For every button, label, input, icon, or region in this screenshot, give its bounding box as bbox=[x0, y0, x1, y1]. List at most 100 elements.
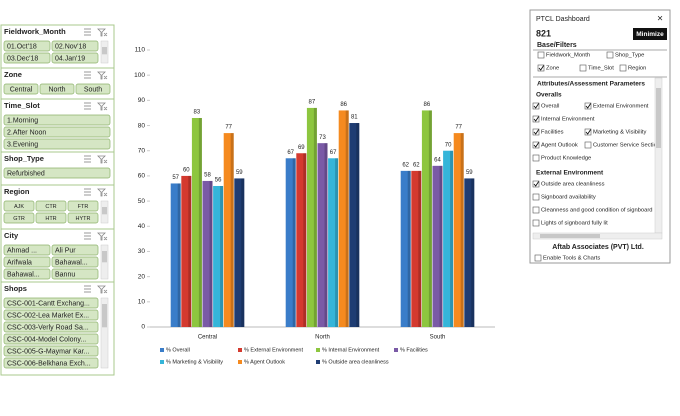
multi-select-icon[interactable] bbox=[84, 28, 91, 36]
checkbox[interactable] bbox=[532, 141, 540, 149]
slicer-item[interactable] bbox=[3, 345, 99, 357]
multi-select-icon[interactable] bbox=[84, 232, 91, 240]
slicer-item-label: CSC-005-G-Maymar Kar... bbox=[7, 348, 90, 355]
checkbox[interactable] bbox=[532, 128, 540, 136]
slicer-item[interactable] bbox=[51, 40, 99, 52]
close-button[interactable]: × bbox=[657, 14, 663, 25]
checkbox-label: Lights of signboard fully lit bbox=[541, 221, 608, 227]
checkbox[interactable] bbox=[532, 115, 540, 123]
slicer-item[interactable] bbox=[3, 40, 51, 52]
checkbox[interactable] bbox=[619, 64, 627, 72]
checkbox[interactable] bbox=[532, 193, 540, 201]
checkbox[interactable] bbox=[537, 51, 545, 59]
checkbox[interactable] bbox=[606, 51, 614, 59]
scroll-thumb[interactable] bbox=[540, 234, 600, 238]
multi-select-icon[interactable] bbox=[84, 102, 91, 110]
bar-shade bbox=[313, 107, 317, 327]
checkbox-label: Fieldwork_Month bbox=[546, 53, 590, 59]
clear-filter-icon[interactable] bbox=[97, 155, 108, 164]
slicer-item[interactable] bbox=[3, 357, 99, 369]
slicer-item[interactable] bbox=[67, 200, 99, 212]
slicer-item[interactable] bbox=[3, 126, 111, 138]
clear-filter-icon[interactable] bbox=[97, 71, 108, 80]
multi-select-icon[interactable] bbox=[84, 285, 91, 293]
value-label: 77 bbox=[225, 125, 232, 131]
slicer-item-label: 3.Evening bbox=[7, 141, 38, 148]
legend-swatch bbox=[238, 360, 242, 364]
slicer-item[interactable] bbox=[51, 268, 99, 280]
clear-filter-icon[interactable] bbox=[97, 102, 108, 111]
slicer-item[interactable] bbox=[3, 167, 111, 179]
x-tick-label: Central bbox=[198, 335, 217, 341]
slicer-item-label: CSC-002-Lea Market Ex... bbox=[7, 312, 89, 319]
checkbox[interactable] bbox=[584, 128, 592, 136]
multi-select-icon[interactable] bbox=[84, 155, 91, 163]
clear-filter-icon[interactable] bbox=[97, 232, 108, 241]
minimize-button[interactable] bbox=[633, 28, 667, 40]
check-mark bbox=[533, 181, 540, 187]
clear-filter-icon[interactable] bbox=[97, 285, 108, 294]
slicer-item-label: 02.Nov'18 bbox=[55, 43, 86, 50]
scroll-thumb[interactable] bbox=[656, 88, 661, 148]
checkbox[interactable] bbox=[532, 206, 540, 214]
scroll-thumb[interactable] bbox=[102, 304, 107, 328]
checkbox[interactable] bbox=[532, 154, 540, 162]
bar bbox=[400, 170, 411, 327]
slicer-item[interactable] bbox=[67, 212, 99, 224]
legend-swatch bbox=[394, 348, 398, 352]
checkbox-label: Time_Slot bbox=[588, 66, 614, 72]
value-label: 69 bbox=[298, 145, 305, 151]
slicer-item[interactable] bbox=[39, 83, 75, 95]
scroll-thumb[interactable] bbox=[102, 207, 107, 215]
value-label: 59 bbox=[466, 170, 473, 176]
slicer-item[interactable] bbox=[3, 212, 35, 224]
check-mark bbox=[533, 103, 540, 109]
slicer-title: Time_Slot bbox=[4, 101, 40, 110]
checkbox[interactable] bbox=[534, 254, 542, 262]
slicer-item[interactable] bbox=[75, 83, 111, 95]
checkbox[interactable] bbox=[532, 102, 540, 110]
slicer-item[interactable] bbox=[3, 256, 51, 268]
y-tick-label: 50 bbox=[138, 198, 146, 205]
slicer-item-label: Refurbished bbox=[7, 170, 45, 177]
bar-shade bbox=[177, 183, 181, 327]
section-title: Attributes/Assessment Parameters bbox=[537, 81, 645, 88]
slicer-item[interactable] bbox=[3, 244, 51, 256]
x-tick-label: South bbox=[430, 335, 446, 341]
scroll-thumb[interactable] bbox=[102, 251, 107, 263]
slicer-item[interactable] bbox=[3, 114, 111, 126]
slicer-item[interactable] bbox=[35, 200, 67, 212]
clear-filter-icon[interactable] bbox=[97, 28, 108, 37]
slicer-item[interactable] bbox=[51, 244, 99, 256]
slicer-item[interactable] bbox=[3, 309, 99, 321]
multi-select-icon[interactable] bbox=[84, 188, 91, 196]
checkbox-label: Customer Service Section bbox=[593, 143, 660, 149]
slicer-item-label: North bbox=[48, 86, 65, 93]
slicer-item[interactable] bbox=[3, 200, 35, 212]
checkbox-label: Facilities bbox=[541, 130, 564, 136]
y-tick-label: 20 bbox=[138, 273, 146, 280]
multi-select-icon[interactable] bbox=[84, 71, 91, 79]
value-label: 64 bbox=[434, 157, 441, 163]
checkbox[interactable] bbox=[584, 102, 592, 110]
slicer-item-label: Bahawal... bbox=[55, 259, 88, 266]
slicer-item[interactable] bbox=[3, 83, 39, 95]
checkbox[interactable] bbox=[579, 64, 587, 72]
slicer-item[interactable] bbox=[51, 256, 99, 268]
checkbox[interactable] bbox=[532, 219, 540, 227]
scroll-thumb[interactable] bbox=[102, 47, 107, 55]
checkbox[interactable] bbox=[537, 64, 545, 72]
slicer-item[interactable] bbox=[3, 297, 99, 309]
slicer-item[interactable] bbox=[3, 268, 51, 280]
slicer-item[interactable] bbox=[3, 333, 99, 345]
slicer-item[interactable] bbox=[35, 212, 67, 224]
slicer-item[interactable] bbox=[51, 52, 99, 64]
bar-shade bbox=[460, 133, 464, 327]
clear-filter-icon[interactable] bbox=[97, 188, 108, 197]
slicer-item[interactable] bbox=[3, 138, 111, 150]
slicer-item[interactable] bbox=[3, 52, 51, 64]
checkbox[interactable] bbox=[532, 180, 540, 188]
scrollbar[interactable] bbox=[100, 297, 109, 369]
slicer-item[interactable] bbox=[3, 321, 99, 333]
checkbox[interactable] bbox=[584, 141, 592, 149]
